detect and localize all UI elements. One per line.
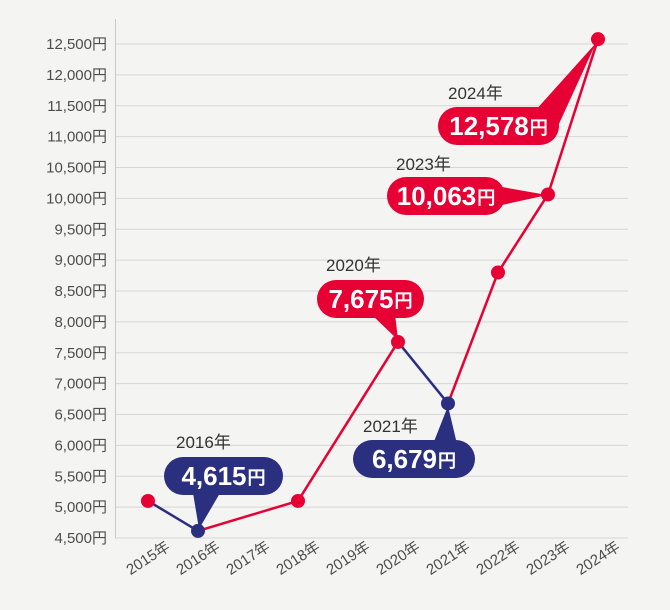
y-axis-label: 12,500円 (46, 36, 107, 53)
y-axis-label: 10,000円 (46, 190, 107, 207)
y-axis-label: 7,500円 (54, 345, 107, 362)
callout-bubble (317, 280, 424, 318)
data-point (591, 32, 605, 47)
callout-year-label: 2020年 (326, 256, 381, 275)
line-segment (446, 272, 500, 404)
callout-year-label: 2023年 (396, 155, 451, 174)
callout-tail (193, 493, 220, 529)
callout-tail (534, 43, 596, 126)
callout-tail (371, 314, 398, 340)
y-axis-label: 10,500円 (46, 160, 107, 177)
y-axis-label: 9,500円 (54, 221, 107, 238)
callout-bubble (438, 107, 559, 145)
y-axis-label: 6,000円 (54, 437, 107, 454)
y-axis-label: 8,500円 (54, 283, 107, 300)
callout-bubble (164, 457, 283, 495)
data-point (291, 493, 305, 508)
y-axis-label: 9,000円 (54, 252, 107, 269)
data-point (541, 187, 555, 202)
callout-bubble (387, 177, 505, 215)
y-axis-label: 6,500円 (54, 407, 107, 424)
line-segment (197, 499, 299, 533)
line-segment (546, 38, 600, 195)
callout-value-label: 6,679円 (372, 444, 456, 474)
y-axis-label: 11,500円 (47, 98, 107, 115)
callout-value-label: 10,063円 (397, 181, 496, 211)
callout-value-label: 4,615円 (181, 461, 265, 491)
callout-year-label: 2016年 (176, 433, 231, 452)
line-segment (296, 341, 400, 502)
data-point (141, 493, 155, 508)
callout-tail (433, 406, 457, 444)
y-axis-label: 8,000円 (54, 314, 107, 331)
callout-bubble (353, 440, 475, 478)
y-axis-label: 7,000円 (54, 376, 107, 393)
data-point (491, 265, 505, 280)
y-axis-label: 11,000円 (47, 129, 107, 146)
callout-tail (502, 187, 547, 205)
y-axis-label: 5,000円 (54, 499, 107, 516)
line-segment (397, 341, 449, 405)
callout-value-label: 12,578円 (449, 111, 548, 141)
callout-year-label: 2024年 (448, 84, 503, 103)
line-segment (147, 499, 199, 532)
y-axis-label: 5,500円 (54, 468, 107, 485)
data-point (191, 523, 205, 538)
y-axis-label: 4,500円 (54, 530, 107, 547)
callout-value-label: 7,675円 (328, 284, 412, 314)
data-point (441, 396, 455, 411)
line-segment (496, 193, 550, 274)
y-axis-label: 12,000円 (46, 67, 107, 84)
callout-year-label: 2021年 (363, 417, 418, 436)
data-point (391, 334, 405, 349)
